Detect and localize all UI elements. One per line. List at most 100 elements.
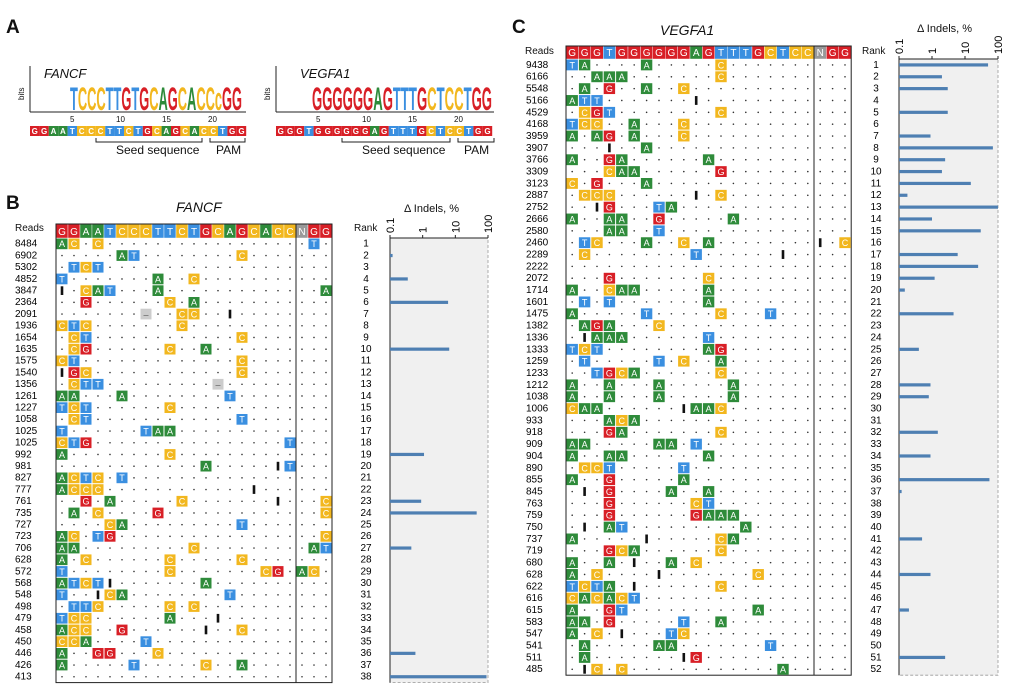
match-dot [277, 640, 279, 643]
mismatch-cell [752, 569, 764, 580]
match-dot [757, 158, 759, 161]
match-dot [621, 573, 623, 576]
match-dot [621, 478, 623, 481]
match-dot [819, 467, 821, 469]
mismatch-base: C [71, 403, 78, 413]
rank-number: 19 [870, 273, 882, 284]
match-dot [819, 218, 821, 220]
mismatch-base: A [155, 274, 161, 284]
match-dot [695, 123, 697, 125]
mismatch-base: T [594, 345, 600, 355]
match-dot [157, 675, 159, 678]
mismatch-cell [224, 390, 236, 402]
match-dot [683, 538, 685, 540]
match-dot [732, 301, 735, 303]
match-dot [645, 609, 648, 611]
mismatch-base: C [594, 191, 601, 201]
match-dot [265, 430, 267, 432]
match-dot [583, 549, 586, 552]
mismatch-base: A [631, 120, 637, 130]
match-dot [720, 419, 722, 422]
match-dot [109, 243, 111, 245]
rank-number: 34 [360, 625, 372, 636]
match-dot [745, 443, 747, 445]
match-dot [769, 443, 772, 445]
match-dot [596, 549, 598, 552]
match-dot [571, 241, 573, 244]
rank-number: 6 [363, 297, 369, 308]
ref-base-letter: G [229, 127, 235, 136]
mismatch-base: A [203, 579, 209, 589]
mismatch-base: A [59, 543, 65, 553]
match-dot [253, 664, 255, 666]
match-dot [732, 253, 735, 256]
mismatch-cell [702, 486, 715, 497]
match-dot [683, 277, 685, 280]
mismatch-cell [578, 320, 591, 332]
match-dot [571, 502, 573, 505]
match-dot [633, 218, 635, 220]
match-dot [169, 535, 171, 538]
ref-base-letter: C [214, 227, 221, 238]
match-dot [683, 324, 685, 327]
ref-base-letter: C [274, 227, 281, 238]
match-dot [583, 609, 586, 611]
mismatch-base: A [119, 590, 125, 600]
ref-base-cell [48, 126, 59, 136]
match-dot [181, 301, 183, 304]
mismatch-cell [628, 284, 640, 296]
reads-count: 413 [15, 672, 32, 683]
match-dot [265, 675, 267, 678]
match-dot [133, 324, 135, 327]
match-dot [732, 573, 735, 576]
match-dot [97, 441, 99, 444]
mismatch-cell [578, 95, 591, 106]
match-dot [831, 206, 834, 208]
ref-base-letter: C [792, 48, 799, 59]
match-dot [169, 582, 171, 584]
match-dot [289, 254, 291, 257]
match-dot [757, 621, 759, 623]
match-dot [819, 573, 821, 576]
match-dot [277, 418, 279, 421]
match-dot [61, 418, 63, 421]
mismatch-cell [566, 438, 578, 450]
match-dot [794, 241, 797, 244]
match-dot [670, 526, 673, 528]
match-dot [794, 384, 797, 386]
match-dot [85, 535, 87, 538]
match-dot [831, 218, 834, 220]
match-dot [109, 664, 111, 666]
mismatch-cell [68, 355, 80, 367]
reads-count: 5166 [526, 95, 549, 106]
logo-tick: 20 [454, 115, 463, 124]
match-dot [325, 640, 327, 643]
mismatch-base: T [95, 380, 101, 390]
rank-number: 21 [870, 297, 882, 308]
match-dot [133, 313, 135, 315]
match-dot [695, 135, 697, 137]
match-dot [596, 170, 598, 173]
match-dot [695, 64, 697, 66]
match-dot [831, 384, 834, 386]
match-dot [645, 289, 648, 291]
panel-title: VEGFA1 [660, 22, 714, 38]
ref-base-letter: T [391, 127, 396, 136]
match-dot [645, 75, 648, 78]
mismatch-cell [566, 130, 578, 142]
match-dot [807, 336, 809, 339]
logo-letter: C [87, 81, 96, 117]
match-dot [658, 514, 660, 517]
match-dot [325, 488, 327, 491]
match-dot [325, 558, 327, 561]
match-dot [769, 656, 772, 659]
match-dot [757, 502, 759, 505]
match-dot [844, 538, 846, 540]
match-dot [265, 313, 267, 315]
match-dot [633, 621, 635, 623]
ref-base-letter: A [372, 127, 378, 136]
match-dot [720, 526, 722, 528]
match-dot [169, 512, 171, 514]
mismatch-base: T [706, 333, 712, 343]
match-dot [217, 395, 219, 397]
